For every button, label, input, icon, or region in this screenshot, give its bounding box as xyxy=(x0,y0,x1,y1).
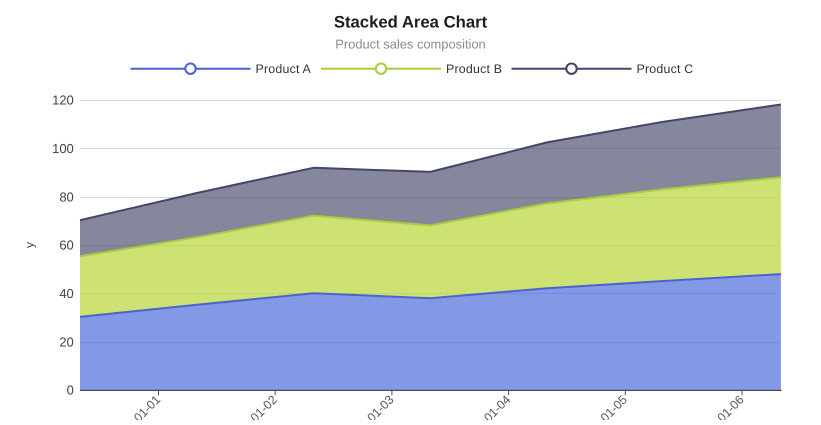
svg-text:20: 20 xyxy=(59,334,73,349)
svg-text:0: 0 xyxy=(67,383,74,398)
svg-text:Product B: Product B xyxy=(446,62,502,76)
svg-text:Product A: Product A xyxy=(256,62,312,76)
svg-text:60: 60 xyxy=(59,238,73,253)
svg-text:Product sales composition: Product sales composition xyxy=(335,36,485,51)
svg-text:Stacked Area Chart: Stacked Area Chart xyxy=(334,13,488,32)
svg-text:Product C: Product C xyxy=(637,62,694,76)
svg-text:120: 120 xyxy=(52,93,74,108)
svg-text:80: 80 xyxy=(59,189,73,204)
svg-text:100: 100 xyxy=(52,141,74,156)
svg-text:y: y xyxy=(23,242,37,248)
svg-text:40: 40 xyxy=(59,286,73,301)
